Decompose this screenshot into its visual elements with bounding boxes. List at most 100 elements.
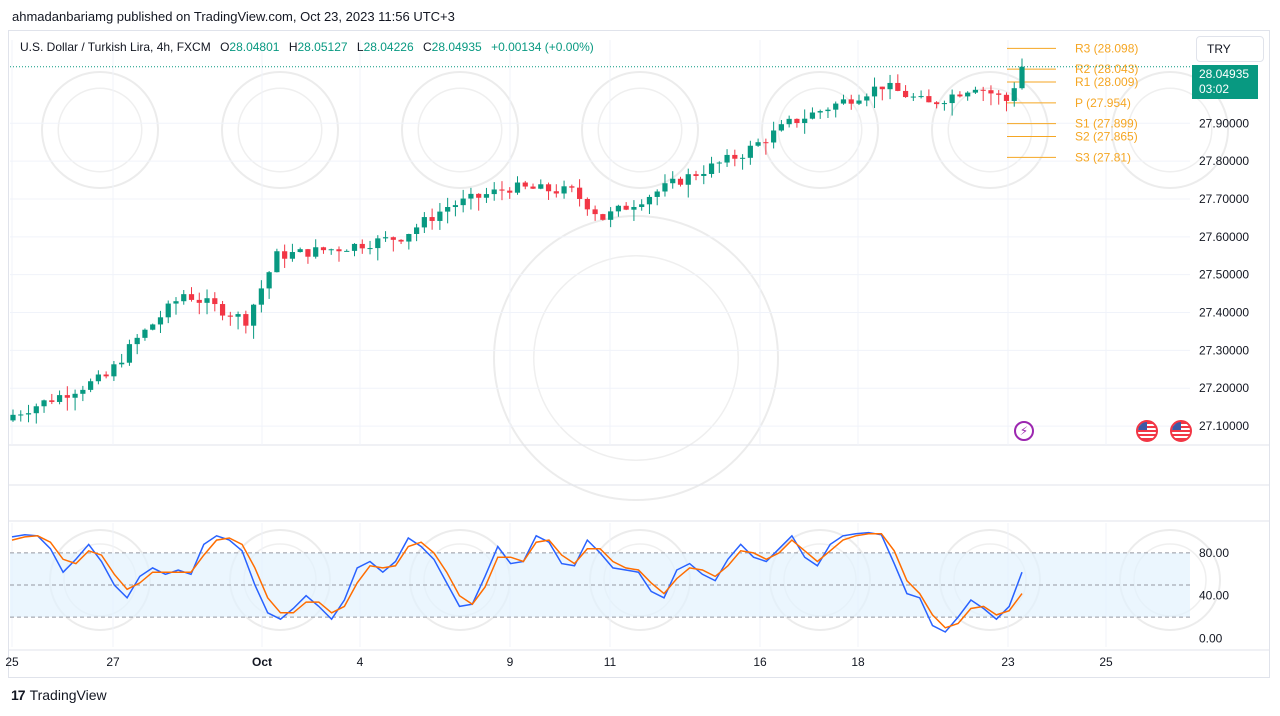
candle-body xyxy=(871,86,878,97)
candle-body xyxy=(514,182,521,193)
footer-brand[interactable]: 17 TradingView xyxy=(11,687,107,703)
watermark-seal xyxy=(493,215,779,501)
candle-body xyxy=(165,303,171,318)
candle-body xyxy=(134,337,140,345)
watermark-seal xyxy=(761,71,879,189)
watermark-seal xyxy=(41,71,159,189)
high-value: 28.05127 xyxy=(297,40,348,54)
candle-body xyxy=(910,96,916,98)
axis-layer: 27.10000 27.20000 27.30000 27.40000 27.50000… xyxy=(5,116,1249,669)
candle-body xyxy=(382,237,389,239)
pivot-label: P (27.954) xyxy=(1075,96,1131,110)
stoch-tick-label: 40.00 xyxy=(1199,589,1229,603)
candle-layer xyxy=(10,58,1025,424)
candle-body xyxy=(639,204,645,207)
candle-body xyxy=(1019,66,1025,89)
candle-body xyxy=(654,191,660,197)
candle-body xyxy=(367,248,373,250)
candle-body xyxy=(460,198,466,206)
candle-body xyxy=(778,124,784,131)
candle-body xyxy=(895,82,901,91)
candle-body xyxy=(282,251,288,259)
candle-body xyxy=(670,178,676,184)
candle-body xyxy=(336,249,342,252)
time-tick-label: 18 xyxy=(851,655,865,669)
publisher-line: ahmadanbariamg published on TradingView.… xyxy=(12,9,455,24)
candle-body xyxy=(49,400,55,402)
pivot-label: S1 (27.899) xyxy=(1075,117,1138,131)
candle-body xyxy=(429,217,435,221)
currency-button[interactable]: TRY xyxy=(1196,36,1264,62)
candle-body xyxy=(258,288,264,305)
candle-body xyxy=(739,157,746,159)
candle-body xyxy=(965,92,971,97)
candle-body xyxy=(499,189,505,191)
candle-body xyxy=(553,191,559,194)
candle-body xyxy=(64,395,70,398)
candle-body xyxy=(856,100,862,104)
candle-body xyxy=(918,96,924,98)
candle-body xyxy=(274,251,280,273)
candle-body xyxy=(755,142,761,146)
symbol-legend: U.S. Dollar / Turkish Lira, 4h, FXCM O28… xyxy=(20,40,594,54)
watermark-seal xyxy=(221,71,339,189)
candle-body xyxy=(25,413,32,415)
candle-body xyxy=(219,304,226,316)
time-tick-label: 27 xyxy=(106,655,120,669)
candle-body xyxy=(351,243,358,251)
price-tick-label: 27.90000 xyxy=(1199,116,1249,130)
time-tick-label: 16 xyxy=(753,655,767,669)
candle-body xyxy=(103,374,109,377)
candle-body xyxy=(957,94,963,97)
candle-body xyxy=(693,174,699,176)
us-flag-icon[interactable] xyxy=(1136,420,1158,442)
time-tick-label: 4 xyxy=(357,655,364,669)
candle-body xyxy=(445,207,451,212)
candle-body xyxy=(615,205,621,212)
candle-body xyxy=(150,324,156,330)
candle-body xyxy=(390,237,396,240)
candle-body xyxy=(949,94,955,104)
open-label: O xyxy=(220,40,230,54)
candle-body xyxy=(600,214,606,220)
price-tick-label: 27.70000 xyxy=(1199,192,1249,206)
watermark-seal xyxy=(581,71,699,189)
grid-layer xyxy=(9,40,1269,651)
time-tick-label: 9 xyxy=(507,655,514,669)
candle-body xyxy=(483,194,490,198)
candle-body xyxy=(623,205,629,210)
open-value: 28.04801 xyxy=(229,40,280,54)
us-flag-icon[interactable] xyxy=(1170,420,1192,442)
lightning-icon[interactable]: ⚡ xyxy=(1014,421,1034,441)
candle-body xyxy=(794,118,800,124)
time-tick-label: 23 xyxy=(1001,655,1015,669)
candle-body xyxy=(576,187,583,199)
time-tick-label: 11 xyxy=(604,655,617,669)
bar-countdown: 03:02 xyxy=(1199,82,1230,96)
candle-body xyxy=(80,389,86,394)
watermark-seal xyxy=(401,71,519,189)
candle-body xyxy=(452,205,459,208)
pivot-label: S3 (27.81) xyxy=(1075,150,1131,164)
candle-body xyxy=(88,381,94,390)
candle-body xyxy=(980,89,986,91)
candle-body xyxy=(530,186,536,189)
candle-body xyxy=(569,186,575,188)
candle-body xyxy=(608,211,614,220)
candle-body xyxy=(879,86,885,90)
price-tick-label: 27.40000 xyxy=(1199,306,1249,320)
candle-body xyxy=(864,96,870,101)
candle-body xyxy=(584,198,590,210)
candle-body xyxy=(809,112,816,119)
time-tick-label: 25 xyxy=(1099,655,1113,669)
candle-body xyxy=(313,247,319,257)
candle-body xyxy=(72,393,78,398)
candle-body xyxy=(10,414,16,421)
candle-body xyxy=(662,183,668,192)
time-tick-label: Oct xyxy=(252,655,272,669)
candle-body xyxy=(538,184,544,189)
candle-body xyxy=(887,82,893,90)
candle-body xyxy=(188,294,195,300)
low-value: 28.04226 xyxy=(363,40,414,54)
